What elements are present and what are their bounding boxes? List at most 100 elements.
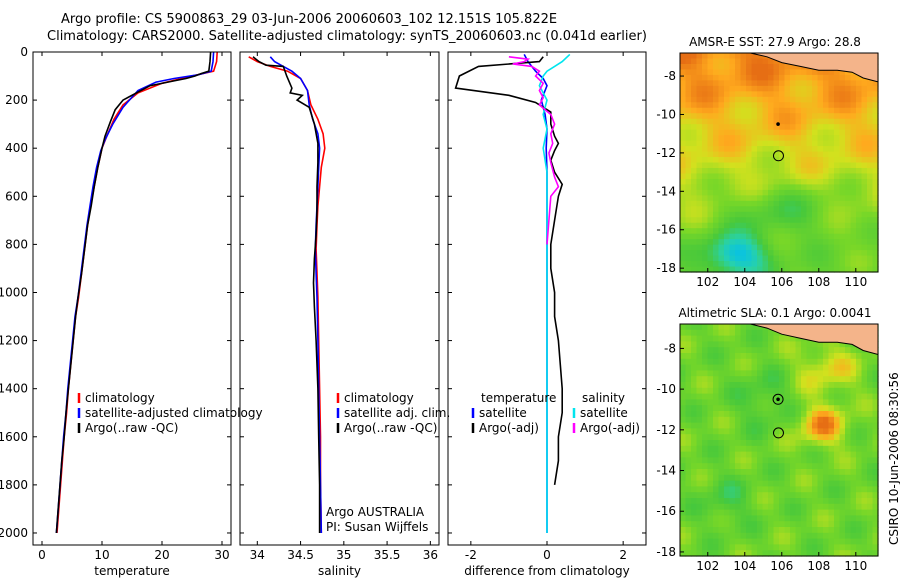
map-cell	[762, 364, 769, 371]
map-cell	[735, 91, 742, 98]
map-cell	[850, 244, 857, 251]
map-cell	[817, 515, 824, 522]
map-cell	[817, 498, 824, 505]
map-cell	[790, 451, 797, 458]
map-cell	[680, 544, 687, 551]
map-cell	[834, 422, 841, 429]
map-cell	[729, 416, 736, 424]
map-cell	[773, 129, 780, 136]
map-cell	[707, 422, 714, 429]
map-cell	[850, 266, 857, 273]
map-cell	[768, 370, 775, 377]
map-cell	[839, 151, 846, 158]
map-cell	[746, 228, 753, 235]
map-cell	[696, 102, 703, 109]
map-cell	[685, 261, 692, 268]
map-cell	[729, 53, 736, 60]
map-cell	[696, 550, 703, 557]
map-cell	[773, 80, 780, 87]
map-cell	[757, 157, 764, 164]
map-cell	[773, 492, 780, 499]
map-cell	[834, 266, 841, 273]
map-cell	[680, 63, 687, 71]
map-cell	[751, 96, 758, 103]
map-cell	[762, 544, 769, 551]
map-cell	[680, 457, 687, 464]
map-cell	[812, 250, 819, 257]
map-cell	[718, 416, 725, 424]
map-cell	[823, 428, 830, 435]
map-cell	[817, 411, 824, 418]
map-cell	[790, 503, 797, 511]
map-cell	[773, 63, 780, 71]
map-cell	[790, 140, 797, 147]
map-cell	[707, 341, 714, 348]
map-cell	[707, 107, 714, 114]
map-cell	[691, 129, 698, 136]
map-cell	[713, 200, 720, 207]
map-cell	[779, 250, 786, 257]
map-cell	[850, 239, 857, 246]
map-cell	[680, 222, 687, 229]
map-cell	[856, 178, 863, 185]
map-cell	[795, 261, 802, 268]
map-cell	[702, 469, 709, 476]
map-cell	[768, 405, 775, 412]
map-cell	[718, 538, 725, 545]
map-cell	[702, 440, 709, 447]
map-cell	[817, 532, 824, 540]
map-cell	[823, 107, 830, 114]
map-cell	[795, 173, 802, 180]
map-cell	[740, 69, 747, 76]
map-cell	[817, 239, 824, 246]
map-cell	[806, 527, 813, 534]
map-cell	[795, 387, 802, 395]
map-cell	[795, 178, 802, 185]
map-cell	[729, 233, 736, 240]
map-cell	[845, 353, 852, 360]
map-cell	[729, 129, 736, 136]
map-cell	[751, 206, 758, 213]
map-cell	[729, 469, 736, 476]
map-cell	[801, 118, 808, 125]
map-cell	[867, 358, 874, 366]
map-cell	[784, 527, 791, 534]
map-cell	[773, 151, 780, 158]
map-cell	[773, 162, 780, 169]
map-cell	[751, 411, 758, 418]
map-cell	[872, 480, 879, 487]
map-cell	[834, 492, 841, 499]
map-cell	[718, 428, 725, 435]
panel2-legend-item: climatology	[344, 391, 414, 405]
map-cell	[768, 382, 775, 389]
map-cell	[867, 146, 874, 153]
map-cell	[696, 480, 703, 487]
map-cell	[856, 358, 863, 366]
map-cell	[823, 233, 830, 240]
map-cell	[718, 250, 725, 257]
map-cell	[845, 370, 852, 377]
map-cell	[867, 167, 874, 175]
map-cell	[757, 195, 764, 202]
map-cell	[724, 107, 731, 114]
map-cell	[718, 217, 725, 224]
map1-title: AMSR-E SST: 27.9 Argo: 28.8	[689, 35, 861, 49]
map-cell	[867, 85, 874, 92]
map-cell	[718, 451, 725, 458]
map-cell	[790, 233, 797, 240]
map-cell	[762, 96, 769, 103]
map-cell	[779, 157, 786, 164]
map-cell	[834, 69, 841, 76]
map-cell	[812, 217, 819, 224]
map-cell	[718, 157, 725, 164]
map-cell	[828, 189, 835, 196]
map-cell	[762, 157, 769, 164]
map-cell	[707, 250, 714, 257]
map-cell	[801, 206, 808, 213]
map-cell	[867, 399, 874, 406]
map-cell	[845, 140, 852, 147]
map-cell	[784, 85, 791, 92]
map-cell	[680, 102, 687, 109]
map-cell	[724, 140, 731, 147]
map-cell	[713, 416, 720, 424]
